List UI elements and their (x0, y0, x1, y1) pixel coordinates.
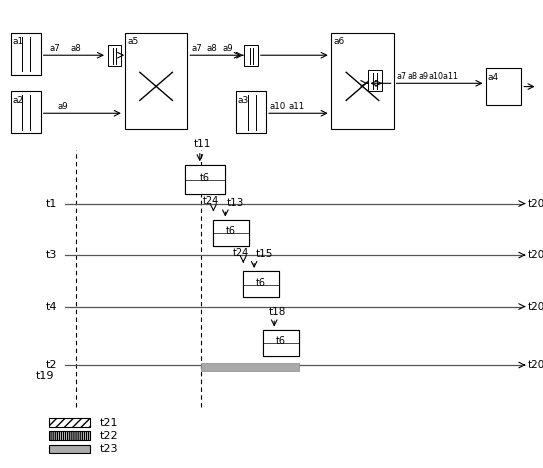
Bar (185, 165, 225, 194)
Text: t22: t22 (99, 431, 118, 441)
Text: a7: a7 (191, 44, 202, 53)
Text: a8: a8 (407, 73, 417, 81)
Bar (49, 431, 90, 440)
Text: a5: a5 (127, 37, 138, 46)
Bar (213, 234, 249, 246)
Text: a9: a9 (223, 44, 233, 53)
Bar (185, 165, 225, 194)
Text: t1: t1 (46, 198, 57, 209)
Text: t21: t21 (99, 417, 118, 428)
Bar (243, 271, 279, 297)
Text: a6: a6 (333, 37, 345, 46)
Bar (49, 445, 90, 453)
Text: t13: t13 (226, 198, 244, 208)
Bar (213, 220, 249, 246)
Text: a10: a10 (269, 102, 286, 111)
Bar (243, 271, 279, 297)
Text: a10a11: a10a11 (429, 73, 459, 81)
Text: a9: a9 (57, 102, 68, 111)
Text: a2: a2 (12, 96, 23, 105)
Bar (243, 285, 279, 297)
Text: t6: t6 (200, 173, 210, 183)
Text: t6: t6 (256, 278, 266, 288)
Bar (11, 91, 41, 133)
Bar (263, 330, 299, 356)
Text: t6: t6 (226, 227, 236, 236)
Bar (11, 33, 41, 75)
Text: a4: a4 (488, 73, 498, 81)
Text: t19: t19 (36, 371, 54, 381)
Bar (263, 330, 299, 356)
Bar (486, 68, 521, 105)
Text: a8: a8 (206, 44, 217, 53)
Text: a1: a1 (12, 37, 24, 46)
Text: a8: a8 (71, 44, 81, 53)
Text: a7: a7 (396, 73, 407, 81)
Text: a9: a9 (418, 73, 428, 81)
Text: t4: t4 (46, 301, 57, 312)
Text: a7: a7 (50, 44, 61, 53)
Text: t24: t24 (203, 197, 219, 206)
Bar (236, 91, 266, 133)
Bar (213, 220, 249, 246)
Bar (125, 33, 187, 129)
Text: t23: t23 (99, 444, 118, 454)
Bar (243, 271, 279, 285)
Bar (263, 330, 299, 344)
Bar (263, 344, 299, 356)
Text: t20: t20 (528, 360, 543, 370)
Text: t15: t15 (255, 249, 273, 259)
Bar (185, 180, 225, 194)
Text: t20: t20 (528, 250, 543, 260)
Text: t24: t24 (232, 248, 249, 258)
Bar (368, 70, 382, 91)
Bar (185, 165, 225, 180)
Text: t20: t20 (528, 301, 543, 312)
Bar (213, 220, 249, 234)
Text: t20: t20 (528, 198, 543, 209)
Bar (331, 33, 394, 129)
Text: t3: t3 (46, 250, 57, 260)
Text: t11: t11 (193, 139, 211, 149)
Text: t18: t18 (268, 307, 286, 317)
Bar (108, 45, 121, 66)
Bar (49, 418, 90, 427)
Text: t6: t6 (276, 336, 286, 346)
Bar (244, 45, 258, 66)
Text: a3: a3 (238, 96, 249, 105)
Text: a11: a11 (289, 102, 305, 111)
Text: t2: t2 (46, 360, 57, 370)
Bar (201, 363, 299, 371)
